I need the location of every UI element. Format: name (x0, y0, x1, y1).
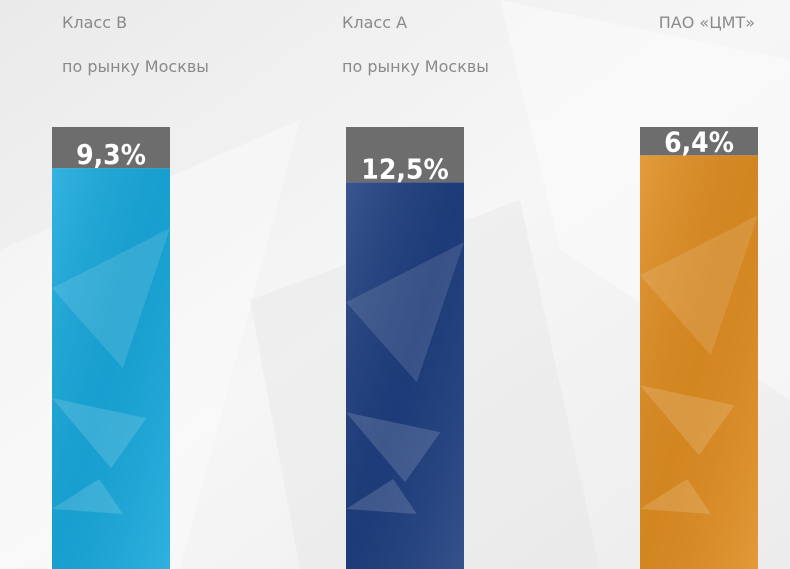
bar-facet (640, 215, 758, 356)
bar-facet (52, 228, 170, 369)
bar-facet (52, 398, 147, 469)
value-label: 12,5% (361, 152, 448, 185)
category-label: Класс А (342, 13, 407, 32)
value-label: 6,4% (664, 125, 734, 158)
bar-shade (640, 155, 758, 569)
bar-facet (52, 479, 123, 514)
bar-facet (346, 479, 417, 514)
bar-shade (52, 168, 170, 569)
category-note: по рынку Москвы (62, 57, 209, 76)
bar-facet (346, 412, 441, 483)
bar-shade (346, 182, 464, 569)
vacant-segment (346, 127, 464, 183)
category-note: по рынку Москвы (342, 57, 489, 76)
bar-facet (346, 242, 464, 383)
category-label: Класс B (62, 13, 127, 32)
bar-facet (640, 479, 711, 514)
vacant-segment (640, 127, 758, 156)
vacant-segment (52, 127, 170, 169)
bar-facet (640, 385, 735, 456)
value-label: 9,3% (76, 138, 146, 171)
category-label: ПАО «ЦМТ» (659, 13, 755, 32)
